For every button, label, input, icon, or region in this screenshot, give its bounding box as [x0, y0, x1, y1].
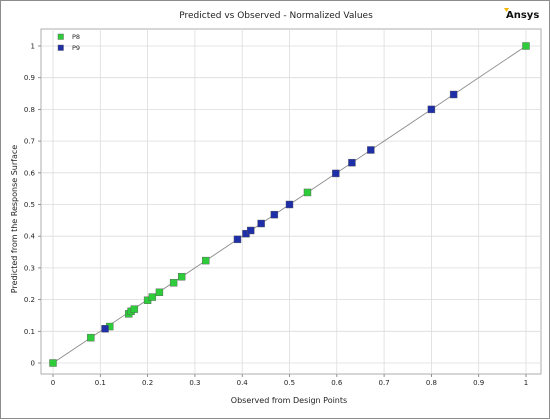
- point-p8[interactable]: [177, 273, 186, 281]
- point-p9[interactable]: [270, 210, 279, 219]
- x-tick-label: 0.3: [189, 379, 200, 387]
- x-tick-label: 0.8: [426, 379, 437, 387]
- x-tick-label: 0.7: [379, 379, 390, 387]
- point-p8[interactable]: [148, 293, 157, 301]
- point-p9[interactable]: [233, 235, 242, 244]
- y-tick-label: 0.3: [24, 264, 35, 272]
- ansys-logo-text: Ansys: [506, 10, 539, 21]
- y-tick-label: 0.4: [24, 233, 36, 241]
- y-tick-label: 0.9: [24, 74, 35, 82]
- point-p8[interactable]: [155, 288, 164, 297]
- y-tick-label: 1: [31, 43, 35, 51]
- point-p9[interactable]: [101, 325, 109, 333]
- x-tick-label: 1: [524, 379, 528, 387]
- point-p9[interactable]: [247, 226, 255, 235]
- plot-area: 0 0.1 0.2 0.3 0.4 0.5 0.6 0.7 0.8 0.9 1 0 0.1 0.2 0.3 0…: [24, 28, 542, 387]
- point-p9[interactable]: [348, 158, 356, 167]
- point-p8[interactable]: [169, 279, 178, 287]
- point-p9[interactable]: [332, 169, 340, 178]
- chart-title: Predicted vs Observed - Normalized Value…: [179, 11, 373, 21]
- x-tick-label: 0: [51, 379, 55, 387]
- legend-label-p9: P9: [72, 44, 80, 52]
- y-tick-label: 0.2: [24, 296, 35, 304]
- x-tick-label: 0.9: [473, 379, 484, 387]
- legend-label-p8: P8: [72, 33, 80, 41]
- x-tick-label: 0.1: [95, 379, 106, 387]
- legend-swatch-p9: [57, 44, 64, 51]
- point-p9[interactable]: [367, 146, 375, 154]
- x-tick-label: 0.6: [331, 379, 343, 387]
- y-tick-label: 0.5: [24, 201, 35, 209]
- point-p9[interactable]: [449, 90, 458, 99]
- point-p8[interactable]: [303, 188, 312, 197]
- point-p8[interactable]: [202, 256, 210, 265]
- y-tick-label: 0.1: [24, 328, 35, 336]
- x-tick-label: 0.2: [142, 379, 153, 387]
- point-p8[interactable]: [87, 333, 95, 342]
- legend-swatch-p8: [57, 33, 64, 40]
- series-p8: [49, 42, 530, 367]
- point-p8[interactable]: [49, 359, 57, 367]
- y-tick-label: 0.7: [24, 138, 35, 146]
- x-axis-label: Observed from Design Points: [231, 396, 347, 405]
- ansys-logo: Ansys: [504, 8, 539, 21]
- point-p9[interactable]: [257, 219, 265, 228]
- point-p9[interactable]: [285, 200, 294, 209]
- y-axis-label: Predicted from the Response Surface: [10, 145, 19, 293]
- x-tick-label: 0.5: [284, 379, 295, 387]
- series-p9: [101, 90, 458, 333]
- y-tick-label: 0.6: [24, 169, 36, 177]
- point-p8[interactable]: [130, 305, 139, 313]
- x-tick-label: 0.4: [237, 379, 249, 387]
- point-p9[interactable]: [427, 105, 436, 114]
- y-tick-label: 0.8: [24, 106, 35, 114]
- point-p8[interactable]: [522, 42, 530, 50]
- ansys-logo-accent-icon: [504, 8, 509, 12]
- y-tick-label: 0: [31, 360, 35, 368]
